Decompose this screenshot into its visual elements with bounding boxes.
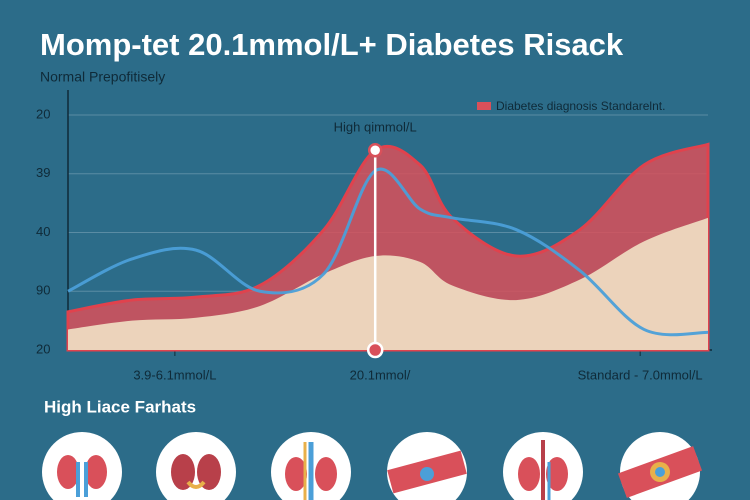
- marker-point: [367, 143, 383, 158]
- y-tick-label: 90: [36, 283, 50, 298]
- annotation: High qimmol/L: [334, 120, 417, 135]
- marker-foot: [366, 341, 384, 359]
- kidney-icon: [271, 432, 351, 500]
- y-tick-label: 39: [36, 165, 50, 180]
- legend-label: Diabetes diagnosis Standarelnt.: [496, 99, 665, 113]
- icon-row: [42, 432, 703, 500]
- area: [68, 217, 708, 350]
- kidney-icon: [42, 432, 122, 500]
- x-tick-label: 20.1mmol/: [350, 367, 411, 382]
- vessel-icon: [617, 432, 703, 500]
- chart-title: Momp-tet 20.1mmol/L+ Diabetes Risack: [40, 27, 624, 62]
- subtitle: Normal Prepofitisely: [40, 69, 165, 85]
- y-tick-label: 40: [36, 224, 50, 239]
- y-tick-label: 20: [36, 341, 50, 356]
- section-title: High Liace Farhats: [44, 397, 196, 416]
- legend-swatch: [477, 102, 491, 110]
- x-tick-label: 3.9-6.1mmol/L: [133, 367, 216, 382]
- vessel-icon: [387, 432, 467, 500]
- x-tick-label: Standard - 7.0mmol/L: [578, 367, 703, 382]
- y-tick-label: 20: [36, 106, 50, 121]
- kidney-icon: [156, 432, 236, 500]
- line: [67, 167, 709, 337]
- kidney-icon: [503, 432, 583, 500]
